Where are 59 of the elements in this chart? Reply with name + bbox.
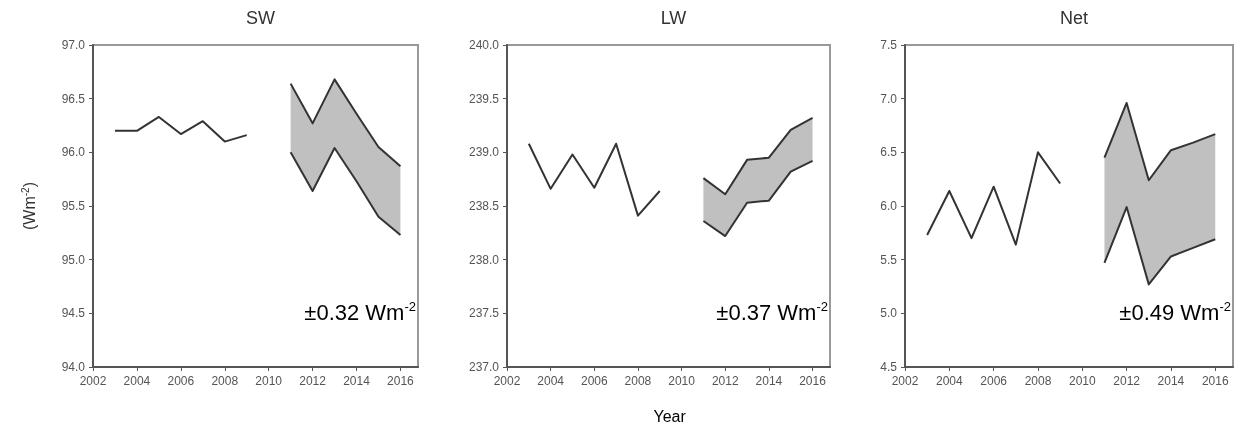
x-tick-label: 2008 bbox=[624, 374, 652, 388]
chart-title: LW bbox=[660, 8, 687, 28]
x-tick-label: 2006 bbox=[167, 374, 195, 388]
x-tick-label: 2014 bbox=[1157, 374, 1185, 388]
line-series bbox=[926, 151, 1062, 246]
x-tick-label: 2012 bbox=[711, 374, 739, 388]
x-tick-label: 2012 bbox=[1113, 374, 1141, 388]
y-tick-label: 237.5 bbox=[468, 306, 500, 321]
x-tick-label: 2006 bbox=[580, 374, 608, 388]
y-tick-label: 96.0 bbox=[61, 145, 86, 160]
line-series bbox=[289, 147, 402, 236]
y-tick-label: 94.5 bbox=[61, 306, 86, 321]
x-tick-label: 2010 bbox=[255, 374, 283, 388]
chart-title: SW bbox=[246, 8, 276, 28]
y-tick-label: 240.0 bbox=[468, 38, 500, 52]
y-tick-label: 4.5 bbox=[880, 360, 898, 374]
x-tick-label: 2004 bbox=[123, 374, 151, 388]
x-tick-label: 2010 bbox=[1068, 374, 1096, 388]
y-tick-label: 238.0 bbox=[468, 252, 500, 267]
line-series bbox=[1103, 101, 1217, 182]
line-series bbox=[702, 116, 814, 196]
x-tick-label: 2014 bbox=[343, 374, 371, 388]
y-tick-label: 7.5 bbox=[880, 38, 898, 52]
y-tick-label: 239.5 bbox=[468, 91, 500, 106]
x-tick-label: 2008 bbox=[1024, 374, 1052, 388]
x-tick-label: 2016 bbox=[1201, 374, 1229, 388]
line-series bbox=[1103, 206, 1217, 286]
y-tick-label: 6.0 bbox=[880, 199, 898, 213]
x-tick-label: 2002 bbox=[891, 374, 919, 388]
x-tick-label: 2004 bbox=[537, 374, 565, 388]
y-tick-label: 6.5 bbox=[880, 145, 898, 160]
chart-title: Net bbox=[1059, 8, 1089, 28]
x-tick-label: 2014 bbox=[755, 374, 783, 388]
y-tick-label: 95.0 bbox=[61, 252, 86, 267]
x-tick-label: 2010 bbox=[668, 374, 696, 388]
y-tick-label: 239.0 bbox=[468, 145, 500, 160]
x-tick-label: 2004 bbox=[935, 374, 963, 388]
y-tick-label: 5.5 bbox=[880, 252, 898, 267]
y-tick-label: 7.0 bbox=[880, 91, 898, 106]
x-axis-title: Year bbox=[653, 407, 687, 425]
y-tick-label: 95.5 bbox=[61, 199, 86, 213]
y-axis-title: (Wm-2) bbox=[19, 182, 38, 230]
y-tick-label: 96.5 bbox=[61, 91, 86, 106]
x-tick-label: 2016 bbox=[387, 374, 415, 388]
y-tick-label: 238.5 bbox=[468, 199, 500, 213]
line-series bbox=[113, 115, 248, 143]
x-tick-label: 2012 bbox=[299, 374, 327, 388]
x-tick-label: 2002 bbox=[493, 374, 521, 388]
x-tick-label: 2002 bbox=[79, 374, 107, 388]
y-tick-label: 237.0 bbox=[468, 360, 500, 374]
x-tick-label: 2016 bbox=[799, 374, 827, 388]
x-tick-label: 2006 bbox=[980, 374, 1008, 388]
line-series bbox=[702, 159, 814, 238]
line-series bbox=[527, 142, 661, 217]
y-tick-label: 94.0 bbox=[61, 360, 86, 374]
x-tick-label: 2008 bbox=[211, 374, 239, 388]
y-tick-label: 97.0 bbox=[61, 38, 86, 52]
y-tick-label: 5.0 bbox=[880, 306, 898, 321]
line-series bbox=[289, 78, 402, 168]
